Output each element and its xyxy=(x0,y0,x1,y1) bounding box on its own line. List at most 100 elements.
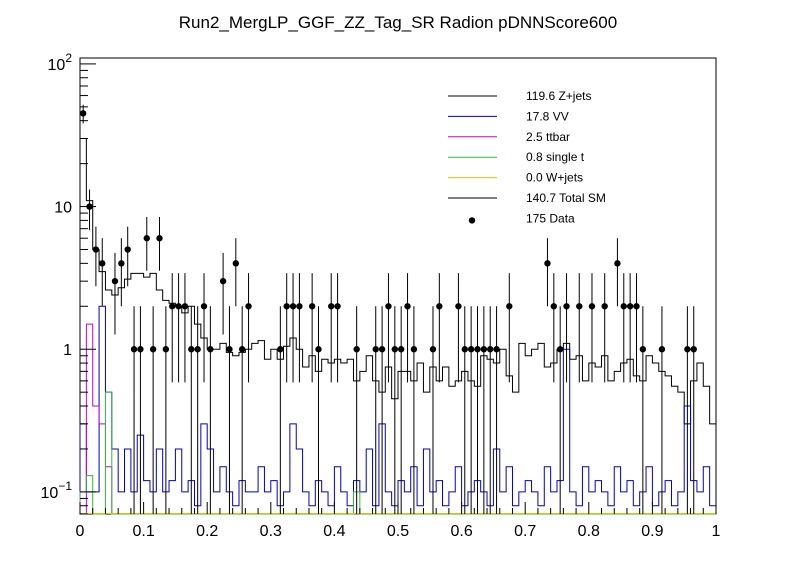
x-tick-label: 0.7 xyxy=(514,523,536,540)
data-point xyxy=(308,303,316,310)
legend-entry-label: 175 Data xyxy=(526,211,575,225)
data-point xyxy=(315,346,322,353)
data-point xyxy=(111,277,119,285)
data-point xyxy=(397,346,405,353)
data-point xyxy=(92,246,100,253)
data-point xyxy=(588,303,596,310)
data-point xyxy=(556,346,564,353)
data-point xyxy=(277,346,284,353)
chart-title: Run2_MergLP_GGF_ZZ_Tag_SR Radion pDNNSco… xyxy=(179,13,617,32)
legend: 119.6 Z+jets 17.8 VV 2.5 ttbar 0.8 single t… xyxy=(448,89,606,225)
y-tick-label: 10 xyxy=(54,200,72,217)
plot-frame xyxy=(79,57,717,515)
x-tick-label: 0.2 xyxy=(196,523,218,540)
data-point xyxy=(690,346,697,353)
data-point xyxy=(455,303,462,310)
data-point xyxy=(289,303,297,310)
y-tick-base: 1 xyxy=(63,342,72,359)
data-point xyxy=(130,346,138,353)
data-point xyxy=(626,303,634,310)
data-point xyxy=(207,346,214,353)
data-point xyxy=(238,346,246,353)
legend-entry-label: 0.0 W+jets xyxy=(526,171,583,185)
data-point xyxy=(474,346,481,353)
data-point xyxy=(544,260,551,267)
x-tick-label: 0 xyxy=(76,523,85,540)
data-point xyxy=(226,346,233,353)
y-tick-label: 102 xyxy=(48,51,73,74)
data-point xyxy=(563,303,570,310)
data-point xyxy=(576,303,583,310)
x-tick-label: 0.8 xyxy=(578,523,600,540)
legend-marker-data xyxy=(468,217,476,224)
x-tick-label: 0.3 xyxy=(260,523,282,540)
data-point xyxy=(639,346,647,353)
y-tick-exponent: −1 xyxy=(58,479,72,493)
legend-entry-label: 2.5 ttbar xyxy=(526,130,570,144)
data-point xyxy=(162,346,170,353)
data-point xyxy=(493,346,500,353)
data-point xyxy=(378,346,386,353)
data-point xyxy=(550,303,558,310)
data-point xyxy=(372,346,379,353)
data-point xyxy=(296,303,303,310)
series-layer xyxy=(79,138,717,515)
data-point xyxy=(283,303,290,310)
legend-entry-label: 0.8 single t xyxy=(526,150,585,164)
y-tick-base: 10 xyxy=(54,200,72,217)
data-point xyxy=(200,303,208,310)
data-point xyxy=(480,346,488,353)
legend-entry-label: 119.6 Z+jets xyxy=(526,89,591,103)
data-point xyxy=(436,303,443,310)
x-tick-label: 0.1 xyxy=(132,523,154,540)
data-point xyxy=(334,303,341,310)
x-tick-label: 1 xyxy=(712,523,721,540)
data-point xyxy=(137,346,144,353)
data-point xyxy=(404,303,411,310)
y-tick-base: 10 xyxy=(41,485,59,502)
data-point xyxy=(601,303,608,310)
data-point xyxy=(385,303,392,310)
data-point xyxy=(143,235,150,242)
x-tick-label: 0.4 xyxy=(323,523,345,540)
data-point xyxy=(169,303,176,310)
y-tick-label: 10−1 xyxy=(41,479,73,502)
data-point xyxy=(487,346,494,353)
data-point xyxy=(633,303,640,310)
legend-entry-label: 140.7 Total SM xyxy=(526,191,606,205)
data-point xyxy=(175,303,182,310)
x-tick-label: 0.5 xyxy=(387,523,409,540)
data-point xyxy=(188,346,195,353)
y-tick-label: 1 xyxy=(63,342,72,359)
data-point xyxy=(614,260,621,267)
data-point xyxy=(194,346,201,353)
data-point xyxy=(620,303,627,310)
data-point xyxy=(181,303,189,310)
series-total-sm xyxy=(79,138,717,514)
data-point xyxy=(461,346,468,353)
data-point xyxy=(219,277,227,285)
x-tick-label: 0.6 xyxy=(450,523,472,540)
data-point xyxy=(149,346,157,353)
data-point xyxy=(328,303,335,310)
data-points-layer xyxy=(79,104,697,514)
x-tick-label: 0.9 xyxy=(641,523,663,540)
data-point xyxy=(429,346,437,353)
series-vv xyxy=(79,305,717,514)
legend-entry-label: 17.8 VV xyxy=(526,109,569,123)
data-point xyxy=(79,110,87,117)
data-point xyxy=(410,346,418,353)
y-tick-exponent: 2 xyxy=(65,51,72,65)
data-point xyxy=(506,303,513,310)
y-tick-base: 10 xyxy=(48,57,66,74)
data-point xyxy=(467,346,475,353)
data-point xyxy=(684,346,691,353)
data-point xyxy=(391,346,399,353)
data-point xyxy=(245,303,252,310)
data-point xyxy=(156,235,163,242)
data-point xyxy=(124,246,131,253)
data-point xyxy=(118,260,125,267)
data-point xyxy=(232,260,240,267)
